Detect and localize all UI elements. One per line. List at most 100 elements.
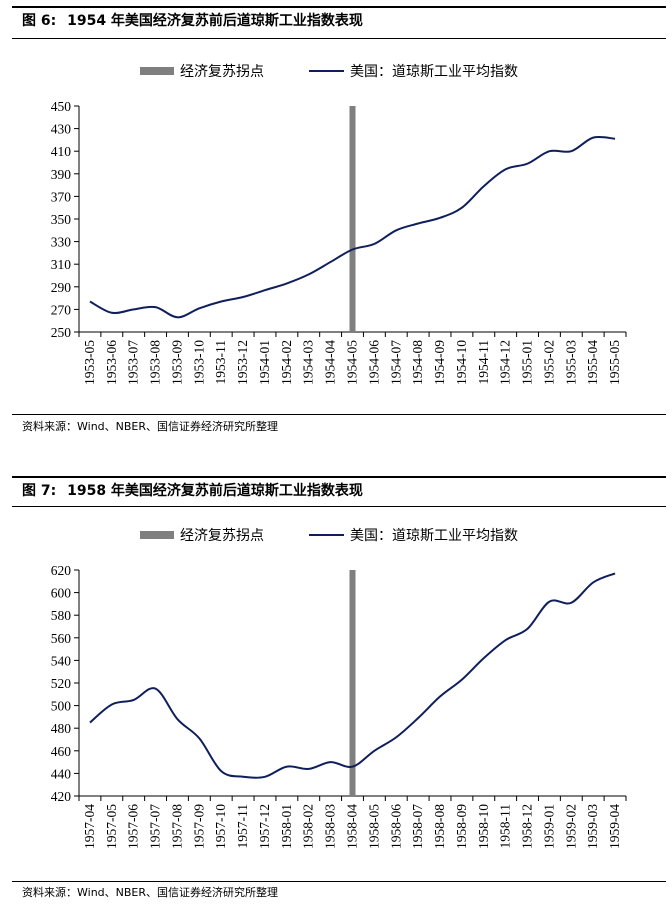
x-tick-label: 1955-04 [585, 340, 600, 385]
x-tick-label: 1957-11 [235, 804, 250, 849]
x-tick-label: 1954-01 [257, 340, 272, 385]
dow-jones-line [89, 135, 616, 319]
title-rule [12, 506, 666, 507]
x-tick-label: 1959-03 [585, 804, 600, 849]
x-tick-label: 1954-07 [388, 340, 403, 385]
figure-title: 图 6: 1954 年美国经济复苏前后道琼斯工业指数表现 [22, 10, 363, 30]
y-tick-label: 290 [51, 280, 72, 295]
x-tick-label: 1959-01 [541, 804, 556, 849]
x-tick-label: 1953-10 [191, 340, 206, 385]
figure-title-text: 1954 年美国经济复苏前后道琼斯工业指数表现 [67, 13, 363, 29]
legend-swatch-turning-point [140, 531, 174, 539]
x-tick-label: 1953-09 [169, 340, 184, 385]
x-tick-label: 1954-08 [410, 340, 425, 385]
x-tick-label: 1953-08 [148, 340, 163, 385]
y-tick-label: 330 [51, 235, 72, 250]
turning-point-bar [349, 570, 356, 796]
top-rule [12, 476, 666, 478]
x-tick-label: 1958-12 [520, 804, 535, 849]
y-tick-label: 410 [51, 144, 72, 159]
x-tick-label: 1954-05 [345, 340, 360, 385]
x-tick-label: 1957-07 [148, 804, 163, 849]
x-tick-label: 1954-03 [301, 340, 316, 385]
y-tick-label: 440 [51, 766, 72, 781]
y-tick-label: 310 [51, 257, 72, 272]
x-tick-label: 1958-08 [432, 804, 447, 849]
x-tick-label: 1957-05 [104, 804, 119, 849]
x-tick-label: 1959-02 [563, 804, 578, 849]
x-tick-label: 1954-11 [476, 340, 491, 385]
x-tick-label: 1955-05 [607, 340, 622, 385]
x-tick-label: 1959-04 [607, 804, 622, 849]
legend-label-turning-point: 经济复苏拐点 [180, 63, 264, 80]
x-tick-label: 1954-09 [432, 340, 447, 385]
figure-title-text: 1958 年美国经济复苏前后道琼斯工业指数表现 [67, 483, 363, 499]
title-rule [12, 38, 666, 39]
x-tick-label: 1953-11 [213, 340, 228, 385]
y-tick-label: 270 [51, 302, 72, 317]
chart-1954: 经济复苏拐点 美国：道琼斯工业平均指数 250 270 290 310 330 350 370 3… [51, 63, 627, 385]
y-tick-label: 580 [51, 608, 72, 623]
x-tick-label: 1958-03 [323, 804, 338, 849]
x-tick-label: 1958-02 [301, 804, 316, 849]
figure-7: 图 7: 1958 年美国经济复苏前后道琼斯工业指数表现 经济复苏拐点 美国：道琼… [0, 468, 672, 907]
x-tick-label: 1953-07 [126, 340, 141, 385]
top-rule [12, 6, 666, 8]
x-tick-label: 1958-07 [410, 804, 425, 849]
chart-1958: 经济复苏拐点 美国：道琼斯工业平均指数 420 440 460 480 500 520 540 5… [51, 527, 627, 849]
y-tick-label: 370 [51, 189, 72, 204]
x-tick-label: 1957-10 [213, 804, 228, 849]
x-tick-label: 1954-12 [498, 340, 513, 385]
legend: 经济复苏拐点 美国：道琼斯工业平均指数 [140, 63, 518, 80]
y-tick-label: 540 [51, 653, 72, 668]
x-tick-label: 1958-09 [454, 804, 469, 849]
source-rule [12, 414, 666, 415]
y-tick-label: 500 [51, 699, 72, 714]
y-tick-label: 350 [51, 212, 72, 227]
x-tick-label: 1955-01 [520, 340, 535, 385]
figure-title: 图 7: 1958 年美国经济复苏前后道琼斯工业指数表现 [22, 480, 363, 500]
y-tick-label: 390 [51, 167, 72, 182]
legend: 经济复苏拐点 美国：道琼斯工业平均指数 [140, 527, 518, 544]
figure-6: 图 6: 1954 年美国经济复苏前后道琼斯工业指数表现 经济复苏拐点 美国：道琼… [0, 0, 672, 440]
x-tick-label: 1954-10 [454, 340, 469, 385]
x-tick-label: 1955-02 [541, 340, 556, 385]
legend-swatch-turning-point [140, 67, 174, 75]
x-tick-label: 1957-09 [191, 804, 206, 849]
x-tick-label: 1953-05 [82, 340, 97, 385]
y-tick-label: 480 [51, 721, 72, 736]
x-tick-label: 1958-01 [279, 804, 294, 849]
x-tick-label: 1957-12 [257, 804, 272, 849]
figure-label: 图 6: [22, 13, 57, 29]
x-tick-label: 1958-11 [498, 804, 513, 849]
turning-point-bar [349, 106, 356, 332]
source-note: 资料来源：Wind、NBER、国信证券经济研究所整理 [22, 886, 279, 899]
x-tick-label: 1954-02 [279, 340, 294, 385]
figure-label: 图 7: [22, 483, 57, 499]
x-tick-label: 1958-10 [476, 804, 491, 849]
x-tick-label: 1957-04 [82, 804, 97, 849]
y-tick-label: 430 [51, 122, 72, 137]
x-tick-label: 1958-06 [388, 804, 403, 849]
dow-jones-line [89, 572, 616, 779]
source-rule [12, 881, 666, 882]
x-tick-label: 1957-06 [126, 804, 141, 849]
y-tick-label: 420 [51, 789, 72, 804]
y-tick-label: 250 [51, 325, 72, 340]
legend-label-dow-jones: 美国：道琼斯工业平均指数 [350, 64, 518, 80]
x-tick-label: 1954-04 [323, 340, 338, 385]
y-tick-label: 620 [51, 563, 72, 578]
x-tick-label: 1953-06 [104, 340, 119, 385]
y-tick-label: 460 [51, 744, 72, 759]
source-note: 资料来源：Wind、NBER、国信证券经济研究所整理 [22, 420, 279, 433]
y-tick-label: 520 [51, 676, 72, 691]
x-tick-label: 1957-08 [169, 804, 184, 849]
y-tick-label: 560 [51, 631, 72, 646]
legend-label-turning-point: 经济复苏拐点 [180, 527, 264, 544]
y-tick-label: 600 [51, 586, 72, 601]
x-tick-label: 1958-05 [366, 804, 381, 849]
legend-label-dow-jones: 美国：道琼斯工业平均指数 [350, 528, 518, 544]
x-tick-label: 1954-06 [366, 340, 381, 385]
x-tick-label: 1958-04 [345, 804, 360, 849]
x-tick-label: 1953-12 [235, 340, 250, 385]
